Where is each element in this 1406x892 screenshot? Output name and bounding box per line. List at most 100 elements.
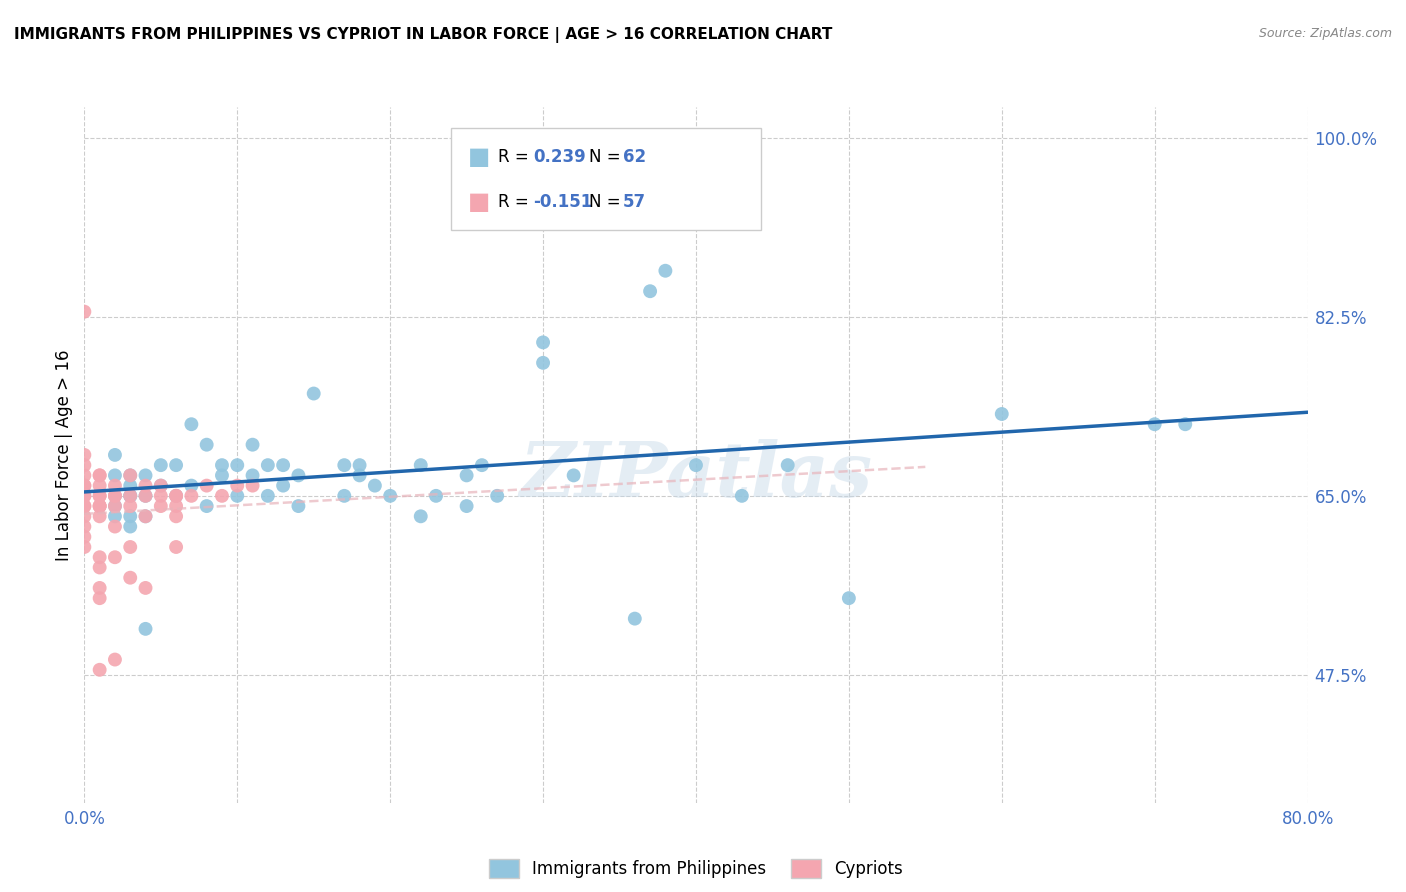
Point xyxy=(89,489,111,503)
Point xyxy=(104,550,127,565)
Point xyxy=(104,448,127,462)
Point xyxy=(165,489,187,503)
Point xyxy=(149,499,172,513)
Point xyxy=(838,591,860,606)
Point xyxy=(120,478,142,492)
Point xyxy=(149,489,172,503)
Point xyxy=(302,386,325,401)
Point xyxy=(73,458,96,472)
Point xyxy=(135,478,157,492)
Point xyxy=(486,489,509,503)
Point xyxy=(104,489,127,503)
Point xyxy=(149,478,172,492)
Point xyxy=(135,489,157,503)
Point xyxy=(104,489,127,503)
Point xyxy=(638,284,661,298)
Text: 0.239: 0.239 xyxy=(533,148,586,166)
Point xyxy=(195,438,218,452)
Point xyxy=(73,530,96,544)
Point xyxy=(73,509,96,524)
Point xyxy=(624,612,647,626)
Point xyxy=(226,478,249,492)
Point xyxy=(135,468,157,483)
Point xyxy=(73,304,96,318)
Point xyxy=(73,448,96,462)
Point xyxy=(73,499,96,513)
Point xyxy=(120,509,142,524)
Point xyxy=(1174,417,1197,432)
Point xyxy=(333,458,356,472)
Point xyxy=(135,509,157,524)
Point xyxy=(409,458,432,472)
Point xyxy=(165,458,187,472)
Point xyxy=(195,478,218,492)
Point xyxy=(562,468,585,483)
Point xyxy=(456,499,478,513)
Point xyxy=(349,458,371,472)
Point xyxy=(135,622,157,636)
Point xyxy=(120,499,142,513)
Point xyxy=(271,478,294,492)
Point xyxy=(120,489,142,503)
Point xyxy=(89,499,111,513)
Point xyxy=(456,468,478,483)
Point xyxy=(89,468,111,483)
Text: N =: N = xyxy=(589,193,626,211)
Point xyxy=(165,489,187,503)
Point xyxy=(120,519,142,533)
Point xyxy=(73,540,96,554)
Point xyxy=(349,468,371,483)
Point xyxy=(89,509,111,524)
Text: R =: R = xyxy=(498,193,534,211)
Point xyxy=(226,458,249,472)
Point xyxy=(89,560,111,574)
Point xyxy=(242,478,264,492)
Point xyxy=(180,489,202,503)
Point xyxy=(991,407,1014,421)
Point xyxy=(73,478,96,492)
Point xyxy=(104,499,127,513)
Point xyxy=(149,458,172,472)
Point xyxy=(73,478,96,492)
Point xyxy=(165,509,187,524)
Point xyxy=(104,652,127,666)
Point xyxy=(257,458,280,472)
Point xyxy=(73,468,96,483)
Point xyxy=(257,489,280,503)
Text: IMMIGRANTS FROM PHILIPPINES VS CYPRIOT IN LABOR FORCE | AGE > 16 CORRELATION CHA: IMMIGRANTS FROM PHILIPPINES VS CYPRIOT I… xyxy=(14,27,832,43)
Point xyxy=(685,458,707,472)
Point xyxy=(380,489,402,503)
Point xyxy=(364,478,387,492)
Legend: Immigrants from Philippines, Cypriots: Immigrants from Philippines, Cypriots xyxy=(482,853,910,885)
Point xyxy=(104,509,127,524)
Point xyxy=(654,264,676,278)
Text: -0.151: -0.151 xyxy=(533,193,592,211)
Point xyxy=(120,468,142,483)
Point xyxy=(89,581,111,595)
Text: 57: 57 xyxy=(623,193,645,211)
Point xyxy=(73,489,96,503)
Point xyxy=(211,468,233,483)
Point xyxy=(120,468,142,483)
Text: ■: ■ xyxy=(468,145,491,169)
Text: ■: ■ xyxy=(468,190,491,214)
Point xyxy=(409,509,432,524)
Point xyxy=(180,417,202,432)
Point xyxy=(165,489,187,503)
Point xyxy=(211,458,233,472)
Point xyxy=(89,499,111,513)
Point xyxy=(73,489,96,503)
Point xyxy=(149,478,172,492)
Point xyxy=(180,478,202,492)
Point xyxy=(135,489,157,503)
Point xyxy=(226,489,249,503)
Point xyxy=(120,489,142,503)
Point xyxy=(89,468,111,483)
Point xyxy=(425,489,447,503)
Text: 62: 62 xyxy=(623,148,645,166)
Point xyxy=(731,489,754,503)
Point xyxy=(89,663,111,677)
Point xyxy=(104,478,127,492)
Point xyxy=(287,499,309,513)
Point xyxy=(89,478,111,492)
